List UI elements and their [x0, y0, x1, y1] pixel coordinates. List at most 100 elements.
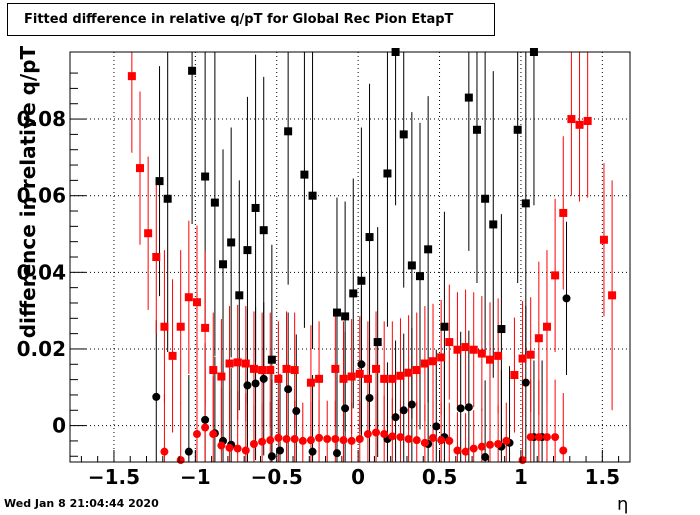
circle-marker	[315, 433, 324, 442]
x-axis-label: η	[617, 494, 629, 515]
square-marker	[217, 372, 226, 381]
square-marker	[380, 374, 389, 383]
square-marker	[518, 354, 527, 363]
circle-marker	[494, 439, 503, 448]
square-marker	[349, 289, 358, 298]
y-tick-label: 0.06	[17, 184, 66, 208]
circle-marker	[518, 456, 527, 465]
square-marker	[225, 359, 234, 368]
square-marker	[373, 338, 382, 347]
square-marker	[526, 350, 535, 359]
y-tick-label: 0.08	[17, 107, 66, 131]
circle-marker	[481, 453, 490, 462]
circle-marker	[259, 374, 268, 383]
square-marker	[249, 364, 258, 373]
square-marker	[233, 358, 242, 367]
square-marker	[399, 130, 408, 139]
square-marker	[184, 293, 193, 302]
square-marker	[420, 359, 429, 368]
circle-marker	[521, 378, 530, 387]
square-marker	[258, 366, 267, 375]
square-marker	[341, 312, 350, 321]
square-marker	[168, 351, 177, 360]
square-marker	[383, 169, 392, 178]
circle-marker	[284, 385, 293, 394]
square-marker	[290, 366, 299, 375]
square-marker	[440, 322, 449, 331]
square-marker	[163, 194, 172, 203]
tick-labels: −1.5 −1 −0.5 0 0.5 1 1.5 0 0.02 0.04 0.06 0.08	[17, 107, 620, 489]
circle-marker	[363, 430, 372, 439]
x-tick-label: 0.5	[422, 465, 457, 489]
square-marker	[575, 120, 584, 129]
x-tick-label: 1.5	[585, 465, 620, 489]
circle-marker	[391, 413, 400, 422]
square-marker	[210, 198, 219, 207]
x-tick-label: −1	[180, 465, 211, 489]
square-marker	[300, 170, 309, 179]
date-stamp: Wed Jan 8 21:04:44 2020	[4, 497, 159, 510]
square-marker	[542, 322, 551, 331]
square-marker	[306, 378, 315, 387]
square-marker	[282, 364, 291, 373]
circle-marker	[290, 435, 299, 444]
square-marker	[453, 345, 462, 354]
square-marker	[445, 338, 454, 347]
square-marker	[396, 371, 405, 380]
y-tick-label: 0	[52, 414, 66, 438]
square-marker	[437, 353, 446, 362]
square-marker	[155, 177, 164, 186]
square-marker	[424, 245, 433, 254]
circle-marker	[276, 446, 284, 455]
circle-marker	[355, 435, 364, 444]
circle-marker	[192, 430, 201, 439]
square-marker	[127, 72, 136, 81]
square-marker	[144, 229, 153, 238]
circle-marker	[267, 452, 276, 461]
square-marker	[461, 343, 470, 352]
square-marker	[284, 127, 293, 136]
square-marker	[188, 66, 197, 75]
circle-marker	[396, 433, 405, 442]
circle-marker	[502, 436, 511, 445]
circle-marker	[274, 433, 283, 442]
square-marker	[407, 261, 416, 270]
square-marker	[559, 208, 568, 217]
square-marker	[219, 260, 228, 269]
square-marker	[192, 298, 201, 307]
square-marker	[481, 194, 490, 203]
x-tick-label: 0	[351, 465, 365, 489]
circle-marker	[461, 447, 470, 456]
square-marker	[227, 238, 236, 247]
square-marker	[464, 93, 473, 102]
circle-marker	[152, 392, 161, 401]
circle-marker	[551, 433, 560, 442]
square-marker	[243, 246, 252, 255]
circle-marker	[380, 430, 389, 439]
circle-marker	[249, 439, 258, 448]
circle-marker	[526, 433, 535, 442]
square-marker	[347, 372, 356, 381]
circle-marker	[209, 430, 218, 439]
square-marker	[160, 322, 169, 331]
circle-marker	[339, 436, 348, 445]
circle-marker	[437, 436, 446, 445]
circle-marker	[562, 294, 571, 303]
circle-marker	[251, 379, 260, 388]
square-marker	[136, 164, 144, 173]
circle-marker	[292, 407, 301, 416]
y-axis-label: difference in relative q/pT	[16, 45, 40, 339]
square-marker	[274, 374, 283, 383]
square-marker	[259, 226, 268, 235]
circle-marker	[306, 436, 315, 445]
square-marker	[412, 366, 421, 375]
circle-marker	[160, 447, 169, 456]
y-tick-label: 0.04	[17, 260, 66, 284]
circle-marker	[258, 437, 267, 446]
square-marker	[489, 220, 498, 229]
circle-marker	[184, 447, 193, 456]
circle-marker	[469, 444, 478, 453]
square-marker	[551, 271, 560, 280]
square-marker	[331, 364, 340, 373]
square-marker	[308, 191, 317, 200]
